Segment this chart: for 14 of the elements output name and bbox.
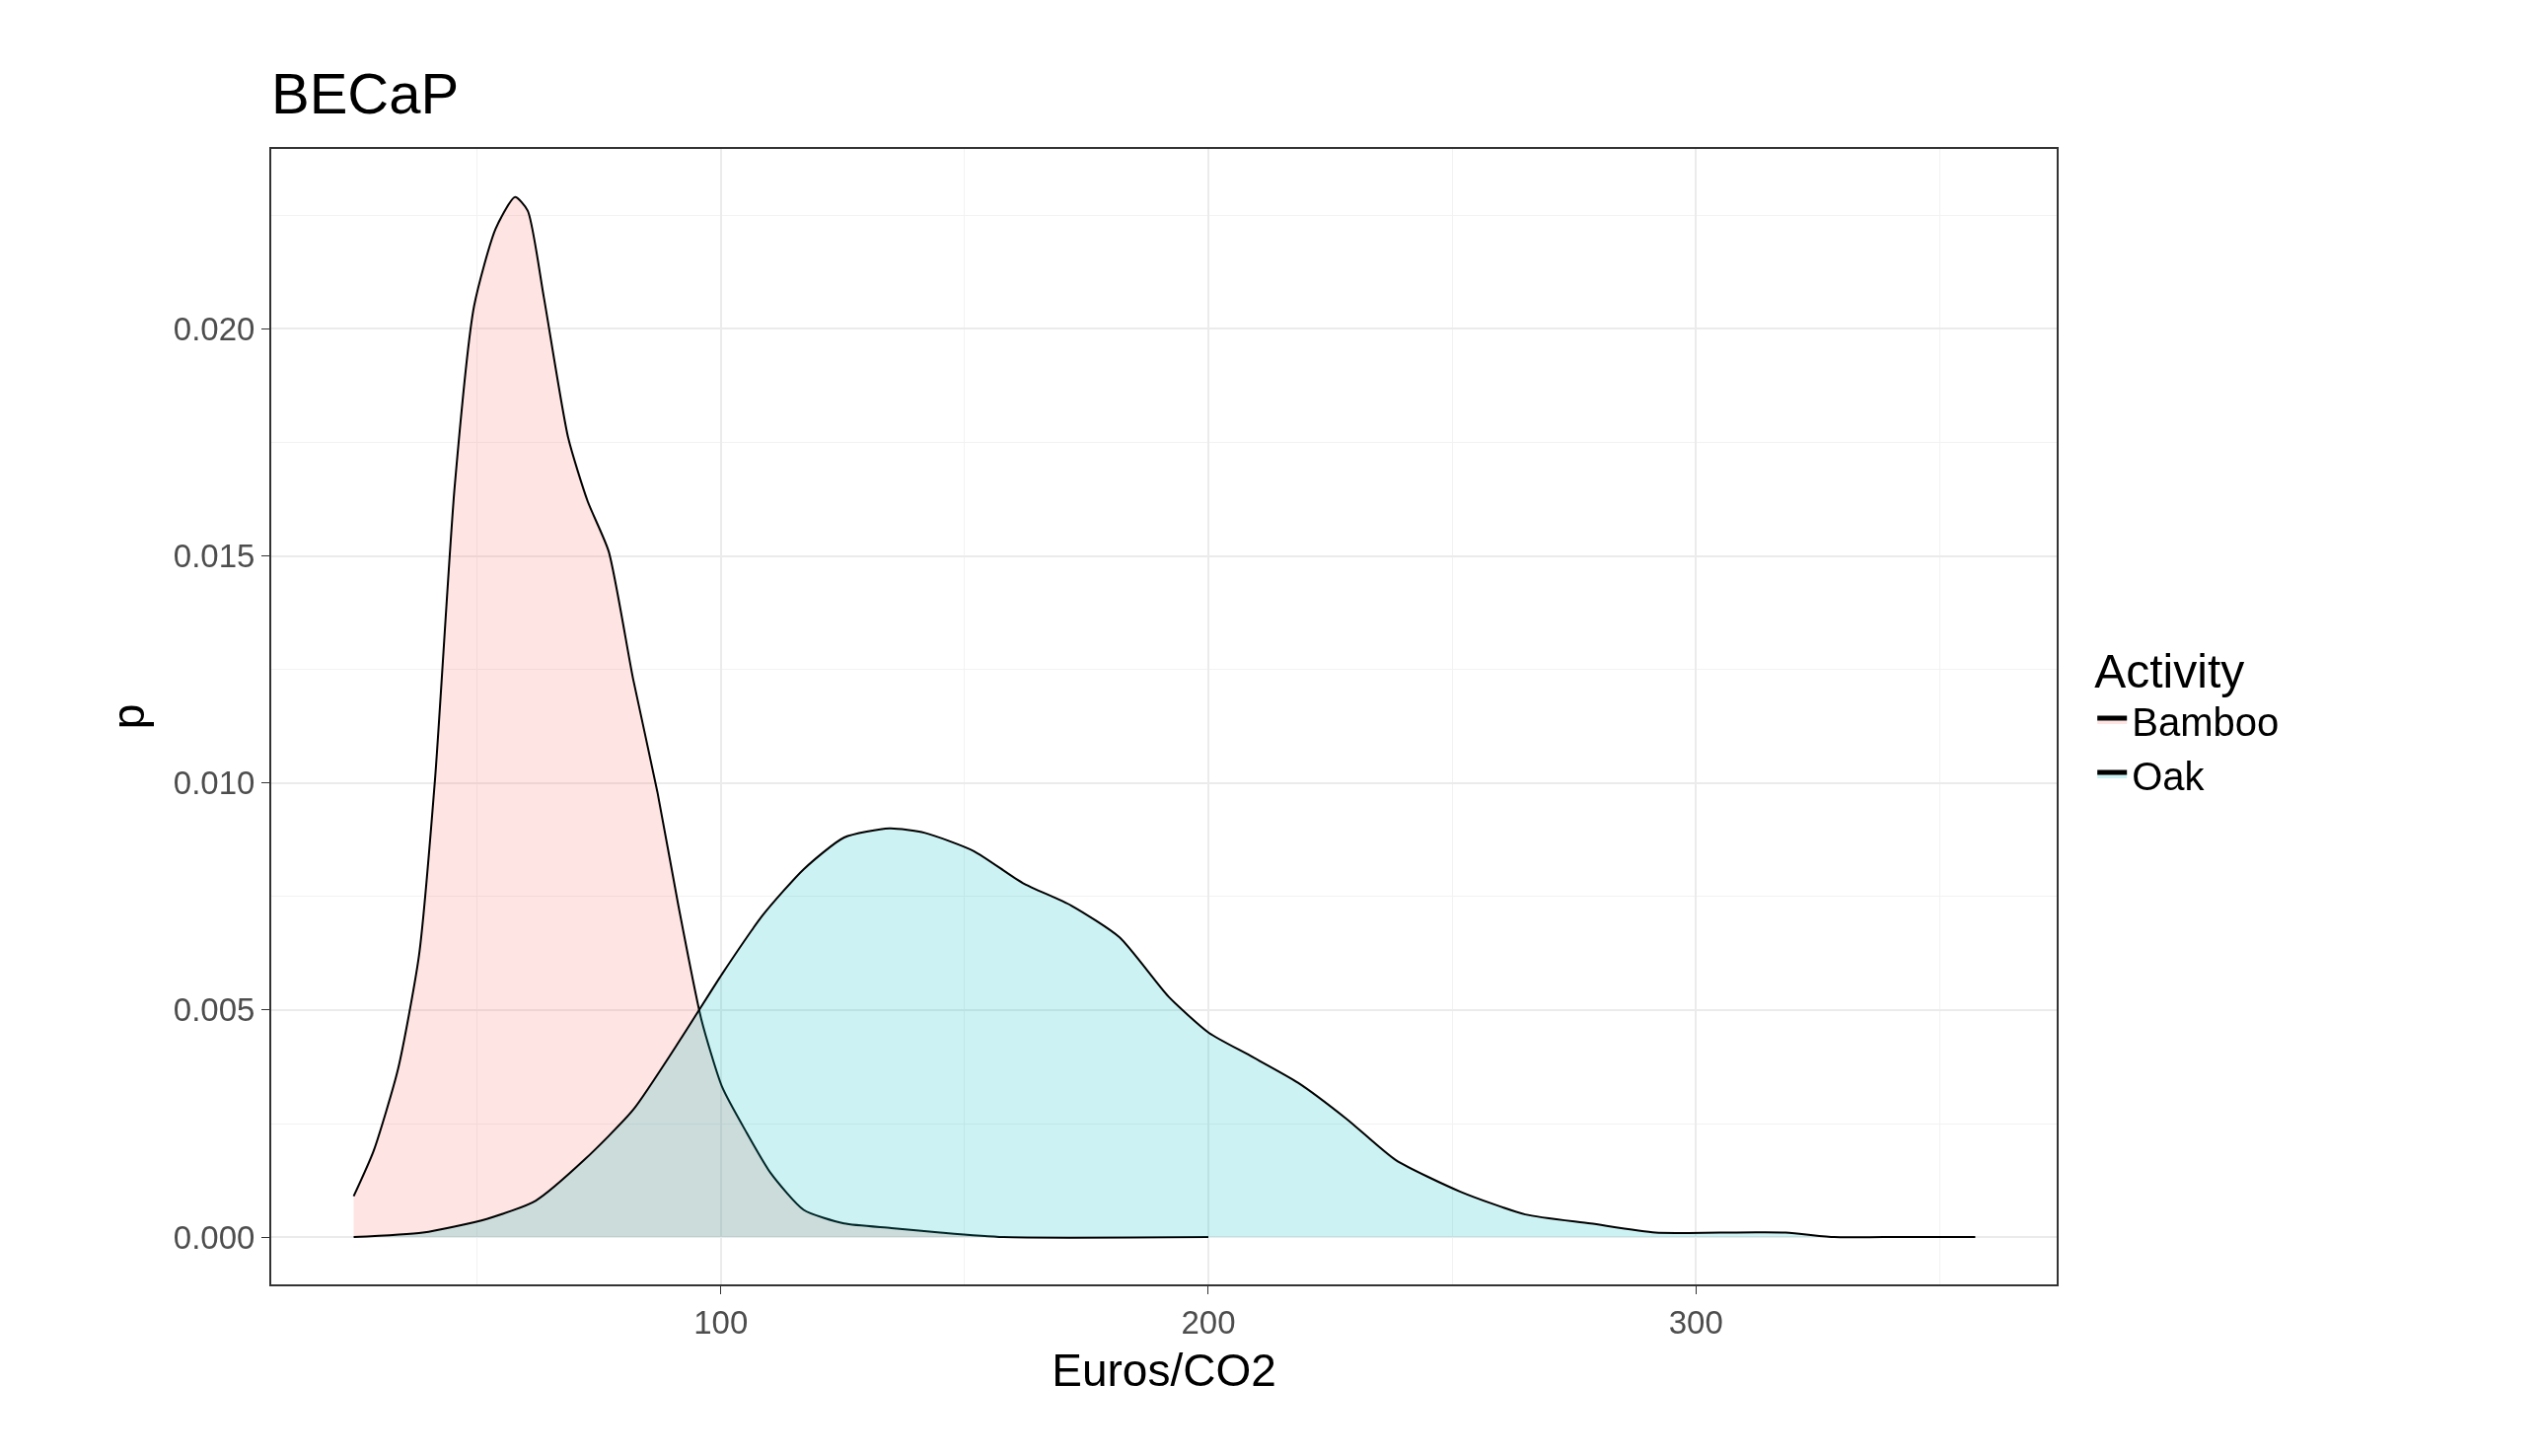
chart-title: BECaP (271, 61, 460, 126)
y-tick-label: 0.010 (173, 764, 255, 802)
x-tick-label: 200 (1181, 1303, 1236, 1341)
y-axis-title: p (102, 703, 154, 730)
y-tick-label: 0.020 (173, 310, 255, 347)
legend-label: Oak (2132, 754, 2206, 798)
y-tick-label: 0.000 (173, 1218, 255, 1256)
x-axis-title: Euros/CO2 (1052, 1344, 1276, 1396)
y-tick-label: 0.015 (173, 538, 255, 575)
x-tick-label: 100 (693, 1303, 749, 1341)
x-tick-label: 300 (1668, 1303, 1723, 1341)
legend-title: Activity (2094, 645, 2245, 698)
y-tick-label: 0.005 (173, 991, 255, 1029)
legend-label: Bamboo (2132, 699, 2280, 744)
